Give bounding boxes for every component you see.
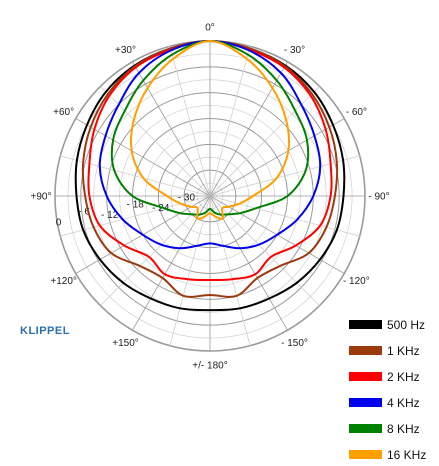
angle-label: +30° [115, 45, 136, 56]
legend-label-5: 16 KHz [387, 448, 426, 462]
grid-spoke [209, 118, 345, 197]
legend: 500 Hz 1 KHz 2 KHz 4 KHz 8 KHz 16 KHz [349, 318, 426, 462]
angle-label: - 120° [343, 276, 370, 287]
angle-labels: 0° - 30° - 60° - 90° - 120° - 150° +/- 180° +15… [31, 23, 390, 372]
radial-label: 0 [56, 217, 62, 228]
legend-swatch-4 [349, 424, 382, 433]
grid-spoke [209, 46, 251, 197]
grid-spoke [132, 61, 211, 197]
grid-spoke [169, 46, 211, 197]
legend-swatch-1 [349, 346, 382, 355]
grid-spoke [209, 195, 360, 237]
series-curve-0 [74, 40, 346, 312]
legend-label-4: 8 KHz [387, 422, 420, 436]
grid-spoke [169, 195, 211, 346]
klippel-logo: KLIPPEL [20, 325, 70, 337]
legend-swatch-3 [349, 398, 382, 407]
legend-label-2: 2 KHz [387, 370, 420, 384]
radial-label: - 12 [101, 210, 119, 221]
polar-grid [54, 40, 366, 352]
radial-label: - 30 [178, 192, 196, 203]
grid-spoke [209, 61, 288, 197]
legend-swatch-0 [349, 320, 382, 329]
radial-label: - 6 [78, 207, 90, 218]
angle-label: +60° [53, 107, 74, 118]
radial-labels: 0 - 6 - 12 - 18 - 24 - 30 [56, 192, 196, 228]
angle-label: - 150° [281, 338, 308, 349]
grid-spoke [60, 195, 211, 237]
series-curve-4 [110, 40, 310, 216]
logo-text: KLIPPEL [20, 325, 70, 337]
angle-label: - 60° [346, 107, 367, 118]
legend-swatch-5 [349, 450, 382, 459]
grid-spoke [100, 86, 211, 197]
grid-spoke [75, 118, 211, 197]
angle-label: +/- 180° [192, 361, 227, 372]
legend-label-0: 500 Hz [387, 318, 425, 332]
radial-label: - 24 [152, 203, 170, 214]
series-curve-3 [98, 40, 322, 250]
angle-label: - 90° [368, 192, 389, 203]
angle-label: - 30° [284, 45, 305, 56]
angle-label: +150° [112, 338, 139, 349]
grid-spoke [209, 195, 251, 346]
grid-spoke [209, 155, 360, 197]
series-curve-2 [87, 40, 333, 282]
legend-label-3: 4 KHz [387, 396, 420, 410]
angle-label: +90° [31, 192, 52, 203]
grid-spoke [209, 86, 320, 197]
series-curve-5 [129, 40, 291, 220]
radial-label: - 18 [127, 200, 145, 211]
angle-label: 0° [205, 23, 215, 34]
angle-label: +120° [50, 276, 77, 287]
series-curve-1 [81, 40, 339, 298]
legend-label-1: 1 KHz [387, 344, 420, 358]
grid-spoke [60, 155, 211, 197]
legend-swatch-2 [349, 372, 382, 381]
series-group [74, 40, 346, 312]
